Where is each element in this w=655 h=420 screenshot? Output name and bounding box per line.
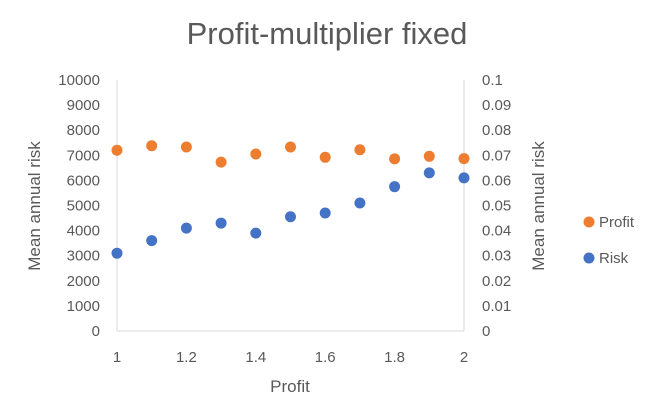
y-tick-label-left: 8000 <box>67 122 100 139</box>
y-tick-label-right: 0.06 <box>482 172 511 189</box>
y-tick-label-left: 9000 <box>67 97 100 114</box>
y-tick-label-right: 0.02 <box>482 273 511 290</box>
data-point-profit <box>180 141 192 153</box>
x-tick-label: 2 <box>460 349 468 366</box>
data-point-risk <box>354 197 366 209</box>
y-tick-label-right: 0.01 <box>482 298 511 315</box>
y-tick-label-right: 0 <box>482 323 490 340</box>
y-tick-label-left: 6000 <box>67 172 100 189</box>
y-tick-label-right: 0.1 <box>482 72 503 89</box>
data-point-profit <box>389 153 401 165</box>
y-tick-label-left: 5000 <box>67 198 100 215</box>
y-tick-label-right: 0.08 <box>482 122 511 139</box>
x-tick-label: 1.4 <box>245 349 266 366</box>
data-point-risk <box>250 227 262 239</box>
data-point-risk <box>389 181 401 193</box>
x-tick-label: 1.2 <box>176 349 197 366</box>
data-point-risk <box>111 247 123 259</box>
data-point-profit <box>319 151 331 163</box>
y-axis-title-right: Mean annual risk <box>529 141 548 271</box>
axes: 0100020003000400050006000700080009000100… <box>58 72 511 366</box>
data-point-risk <box>458 172 470 184</box>
legend: Profit Risk <box>583 214 635 267</box>
legend-marker-risk <box>583 252 595 264</box>
data-point-profit <box>285 141 296 153</box>
data-point-risk <box>285 211 296 223</box>
x-tick-label: 1 <box>113 349 121 366</box>
y-tick-label-right: 0.04 <box>482 223 511 240</box>
y-tick-label-right: 0.07 <box>482 147 511 164</box>
data-point-profit <box>354 144 366 156</box>
data-point-profit <box>458 153 470 165</box>
data-point-risk <box>180 222 192 234</box>
data-points <box>111 140 470 259</box>
x-axis-title: Profit <box>270 377 310 396</box>
y-tick-label-left: 1000 <box>67 298 100 315</box>
y-tick-label-right: 0.05 <box>482 198 511 215</box>
y-tick-label-left: 2000 <box>67 273 100 290</box>
y-tick-label-left: 10000 <box>58 72 100 89</box>
data-point-risk <box>319 207 331 219</box>
data-point-risk <box>215 217 227 229</box>
y-tick-label-left: 7000 <box>67 147 100 164</box>
y-tick-label-left: 0 <box>92 323 100 340</box>
data-point-risk <box>146 235 158 247</box>
y-tick-label-right: 0.09 <box>482 97 511 114</box>
data-point-profit <box>215 156 227 168</box>
data-point-profit <box>423 150 435 162</box>
data-point-risk <box>423 167 435 179</box>
legend-label-risk: Risk <box>599 250 629 267</box>
y-axis-title-left: Mean annual risk <box>25 141 44 271</box>
x-tick-label: 1.6 <box>315 349 336 366</box>
legend-marker-profit <box>583 216 595 228</box>
chart-title: Profit-multiplier fixed <box>187 16 468 51</box>
y-tick-label-left: 3000 <box>67 248 100 265</box>
data-point-profit <box>111 144 123 156</box>
x-tick-label: 1.8 <box>384 349 405 366</box>
data-point-profit <box>250 148 262 160</box>
legend-label-profit: Profit <box>599 214 635 231</box>
data-point-profit <box>146 140 158 152</box>
y-tick-label-right: 0.03 <box>482 248 511 265</box>
y-tick-label-left: 4000 <box>67 223 100 240</box>
